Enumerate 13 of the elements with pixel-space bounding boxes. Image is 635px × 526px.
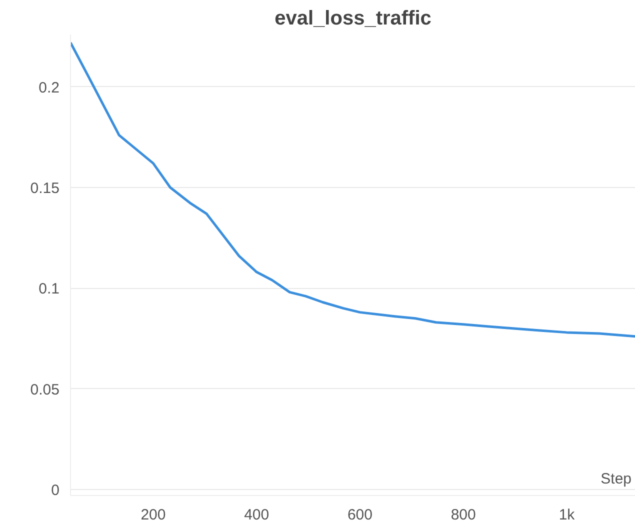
line-series: [70, 41, 635, 338]
y-tick-label: 0.1: [38, 280, 60, 298]
y-tick-label: 0.15: [30, 180, 60, 197]
x-tick-label: 800: [450, 506, 476, 524]
y-tick-label: 0.05: [30, 381, 60, 398]
x-tick-label: 1k: [558, 506, 576, 524]
x-tick-label: 400: [244, 506, 270, 524]
y-tick-label: 0.2: [38, 79, 60, 96]
y-tick-label: 0: [51, 482, 60, 499]
x-axis-title: Step: [600, 470, 632, 488]
chart-title: eval_loss_traffic: [274, 8, 432, 30]
x-tick-label: 200: [140, 506, 166, 524]
x-tick-label: 600: [347, 506, 372, 524]
